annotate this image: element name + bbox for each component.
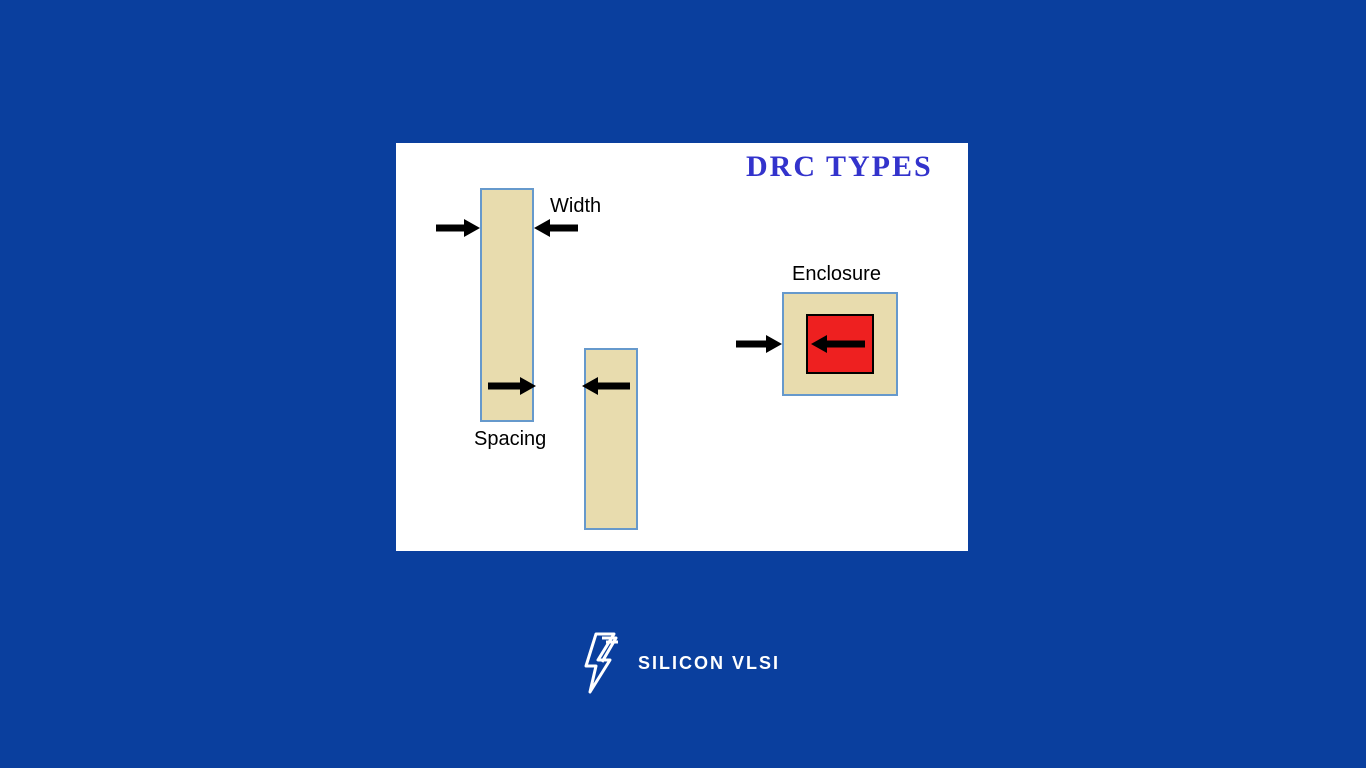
diagram-panel: DRC TYPES Width Spacing Enclosure [396,143,968,551]
enclosure-outer-arrow-icon [736,335,782,353]
spacing-label: Spacing [474,428,546,451]
enclosure-inner-arrow-icon [811,335,865,353]
width-label: Width [550,195,601,218]
spacing-rect-right [584,348,638,530]
diagram-title: DRC TYPES [746,150,933,184]
footer: SILICON VLSI [580,632,780,694]
spacing-arrow-right-icon [582,377,630,395]
enclosure-label: Enclosure [792,263,881,286]
width-arrow-left-icon [436,219,480,237]
lightning-logo-icon [580,632,626,694]
spacing-arrow-left-icon [488,377,536,395]
width-arrow-right-icon [534,219,578,237]
footer-brand-text: SILICON VLSI [638,653,780,674]
